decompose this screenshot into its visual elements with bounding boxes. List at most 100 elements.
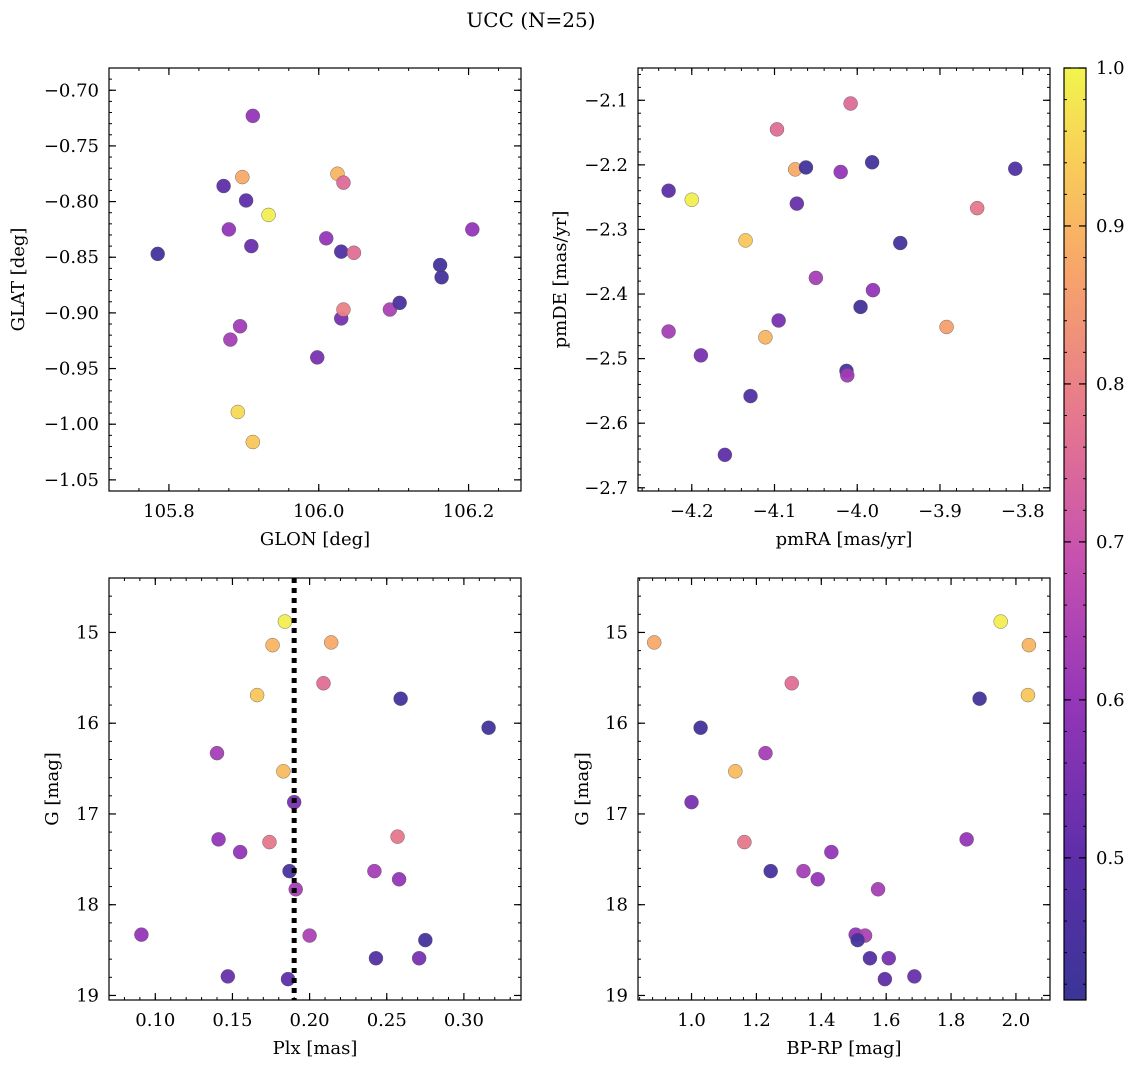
data-point xyxy=(1021,637,1037,653)
panel-1: 105.8 106.0 106.2 −0.70 −0.75 −0.80 −0.85 −0.90… xyxy=(8,67,522,550)
colorbar-tick-label: 0.7 xyxy=(1096,532,1125,553)
data-point xyxy=(393,691,408,706)
scatter-points xyxy=(150,108,480,450)
data-point xyxy=(432,257,448,273)
panel-3: 0.10 0.15 0.20 0.25 0.30 15 16 17 18 19 Plx [mas] G… xyxy=(42,577,522,1059)
x-tick-label: 1.4 xyxy=(807,1010,836,1031)
data-point xyxy=(319,231,334,246)
data-point xyxy=(737,834,752,850)
data-point xyxy=(245,108,261,124)
data-point xyxy=(391,872,407,887)
y-tick-label: 15 xyxy=(605,622,628,643)
data-point xyxy=(302,928,317,943)
x-tick-label: −4.2 xyxy=(670,501,714,522)
plot-frame xyxy=(637,577,1051,1001)
data-point xyxy=(261,207,276,223)
data-point xyxy=(220,969,236,984)
data-point xyxy=(316,676,331,691)
data-point xyxy=(728,764,743,779)
data-point xyxy=(784,676,799,691)
x-tick-label: 0.15 xyxy=(212,1010,252,1031)
plot-frame xyxy=(108,577,522,1001)
data-point xyxy=(969,200,985,216)
data-point xyxy=(717,447,733,463)
y-tick-label: −0.90 xyxy=(44,303,99,324)
data-point xyxy=(824,844,839,860)
data-point xyxy=(840,368,855,383)
data-point xyxy=(771,313,786,328)
data-point xyxy=(693,720,708,735)
data-point xyxy=(232,844,248,860)
y-tick-label: −2.7 xyxy=(584,478,628,499)
data-point xyxy=(277,614,293,629)
x-tick-label: 0.10 xyxy=(135,1010,175,1031)
data-point xyxy=(411,951,427,966)
data-point xyxy=(209,745,225,761)
x-tick-label: 106.0 xyxy=(293,501,345,522)
y-tick-label: 19 xyxy=(76,985,99,1006)
colorbar-tick-label: 0.9 xyxy=(1096,216,1125,237)
x-tick-label: −4.1 xyxy=(753,501,797,522)
x-tick-label: 1.6 xyxy=(872,1010,901,1031)
data-point xyxy=(390,829,405,844)
colorbar-gradient xyxy=(1063,67,1087,1001)
data-point xyxy=(346,245,362,260)
x-axis-label: pmRA [mas/yr] xyxy=(776,529,913,550)
data-point xyxy=(796,863,811,879)
data-point xyxy=(661,324,676,339)
x-tick-label: 0.30 xyxy=(444,1010,484,1031)
y-tick-label: −2.5 xyxy=(584,349,628,370)
x-tick-label: 1.0 xyxy=(677,1010,706,1031)
x-tick-label: 1.2 xyxy=(742,1010,771,1031)
panel-4: 1.0 1.2 1.4 1.6 1.8 2.0 15 16 17 18 19 BP-RP [mag] G… xyxy=(572,577,1051,1059)
x-tick-label: 1.8 xyxy=(937,1010,966,1031)
data-point xyxy=(367,863,382,879)
data-point xyxy=(262,834,277,850)
x-axis-label: GLON [deg] xyxy=(260,529,370,550)
data-point xyxy=(221,222,237,237)
data-point xyxy=(870,882,886,897)
data-point xyxy=(368,951,384,966)
data-point xyxy=(972,691,987,706)
data-point xyxy=(465,222,480,237)
data-point xyxy=(324,635,339,650)
x-axis-label: BP-RP [mag] xyxy=(786,1038,901,1059)
y-tick-label: 17 xyxy=(76,804,99,825)
data-point xyxy=(232,319,248,334)
data-point xyxy=(758,745,773,761)
y-tick-label: 17 xyxy=(605,804,628,825)
data-point xyxy=(758,330,773,345)
data-point xyxy=(1008,161,1023,176)
data-point xyxy=(1020,687,1036,703)
data-point xyxy=(336,302,351,317)
panels: 105.8 106.0 106.2 −0.70 −0.75 −0.80 −0.85 −0.90… xyxy=(8,67,1051,1059)
y-tick-label: −0.75 xyxy=(44,136,99,157)
colorbar-tick-label: 0.6 xyxy=(1096,690,1125,711)
y-axis-label: G [mag] xyxy=(42,752,63,825)
data-point xyxy=(808,270,824,286)
data-point xyxy=(893,235,908,251)
data-point xyxy=(684,794,699,810)
y-tick-label: 18 xyxy=(605,895,628,916)
x-tick-label: −3.8 xyxy=(1001,501,1045,522)
data-point xyxy=(418,932,433,948)
x-tick-label: 105.8 xyxy=(143,501,195,522)
data-point xyxy=(833,164,848,180)
data-point xyxy=(959,832,974,847)
colorbar-ticks: 0.5 0.6 0.7 0.8 0.9 1.0 xyxy=(1064,58,1125,985)
y-tick-label: 18 xyxy=(76,895,99,916)
colorbar-tick-label: 0.5 xyxy=(1096,848,1125,869)
colorbar-tick-label: 1.0 xyxy=(1096,58,1125,79)
data-point xyxy=(684,192,699,207)
y-tick-label: 16 xyxy=(76,713,99,734)
y-tick-label: −1.05 xyxy=(44,470,99,491)
data-point xyxy=(865,282,881,298)
data-point xyxy=(843,96,858,111)
data-point xyxy=(249,687,265,703)
data-point xyxy=(993,614,1008,629)
x-tick-label: 106.2 xyxy=(443,501,495,522)
colorbar: 0.5 0.6 0.7 0.8 0.9 1.0 xyxy=(1063,58,1125,1001)
data-point xyxy=(789,196,805,211)
data-point xyxy=(798,160,814,175)
